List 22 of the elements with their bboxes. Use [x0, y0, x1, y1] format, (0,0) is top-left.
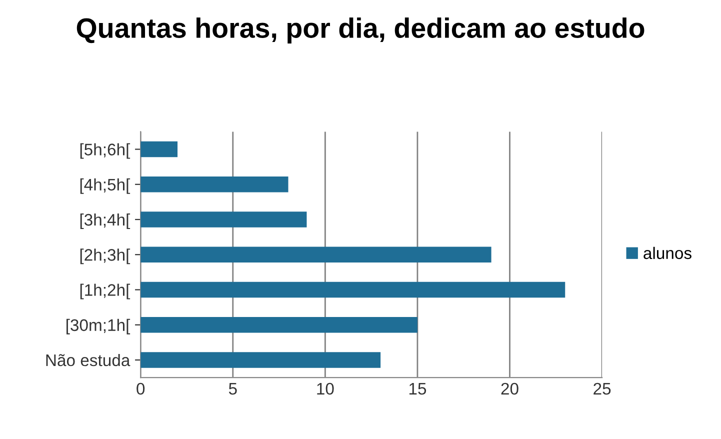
x-tick-label: 0	[136, 382, 145, 395]
x-tick-label: 5	[228, 383, 237, 395]
y-tick-label: [4h;5h[	[80, 178, 130, 194]
bar	[140, 176, 288, 192]
x-tick-label: 20	[501, 382, 518, 395]
bar	[140, 282, 566, 298]
chart-title: Quantas horas, por dia, dedicam ao estudo	[76, 18, 644, 44]
bar	[140, 316, 418, 333]
y-tick-label: Não estuda	[46, 354, 130, 366]
y-tick-label: [3h;4h[	[80, 213, 130, 229]
y-tick-label: [30m;1h[	[66, 318, 130, 334]
x-tick-label: 15	[409, 383, 426, 395]
bar	[140, 212, 307, 228]
y-tick-label: [2h;3h[	[80, 248, 130, 264]
y-tick-label: [1h;2h[	[80, 284, 130, 300]
bar	[140, 352, 381, 368]
x-tick-label: 25	[594, 382, 611, 395]
bar	[140, 246, 492, 263]
bar	[140, 141, 178, 158]
x-tick-label: 10	[317, 382, 334, 395]
legend-label: alunos	[644, 246, 692, 260]
y-tick-label: [5h;6h[	[80, 143, 130, 159]
